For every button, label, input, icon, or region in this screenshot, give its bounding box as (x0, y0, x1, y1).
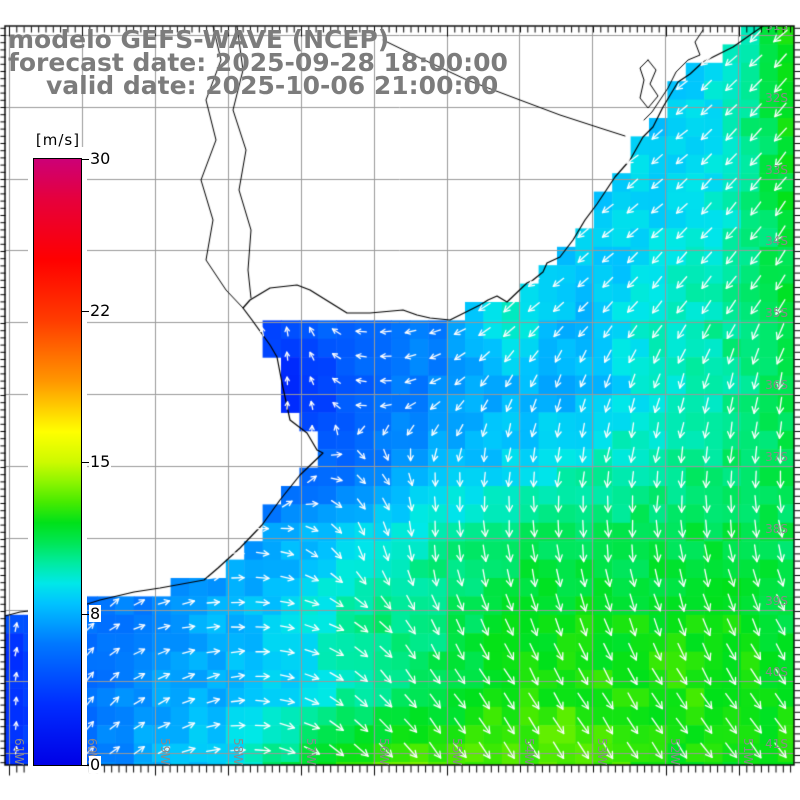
colorbar-tick (81, 462, 89, 463)
colorbar-tick (81, 311, 89, 312)
colorbar-tick-value: 22 (89, 301, 112, 320)
forecast-date-label: forecast date: 2025-09-28 18:00:00 (8, 48, 508, 77)
colorbar-tick (81, 614, 89, 615)
colorbar-tick (81, 765, 89, 766)
valid-date-label: valid date: 2025-10-06 21:00:00 (46, 71, 499, 100)
colorbar-tick-value: 30 (89, 149, 112, 168)
title-block: modelo GEFS-WAVE (NCEP) forecast date: 2… (8, 25, 508, 100)
model-title: modelo GEFS-WAVE (NCEP) (8, 25, 390, 54)
colorbar-tick (81, 159, 89, 160)
colorbar-gradient (33, 158, 82, 766)
colorbar-tick-value: 15 (89, 452, 112, 471)
colorbar-tick-value: 8 (89, 604, 102, 623)
colorbar-unit-label: [m/s] (35, 131, 81, 149)
colorbar-tick-value: 0 (89, 755, 102, 774)
